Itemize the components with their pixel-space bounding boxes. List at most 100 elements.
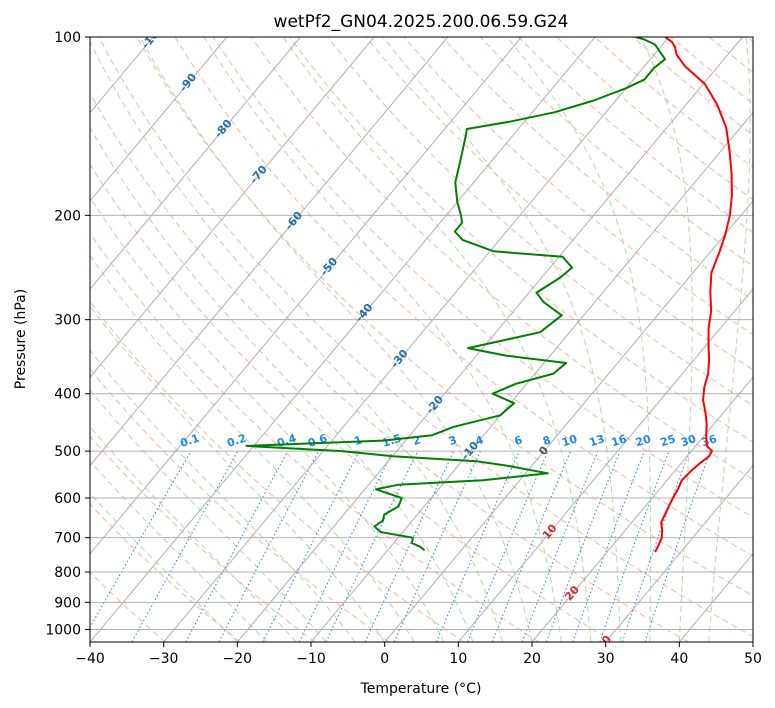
dry-adiabat-line (136, 37, 753, 597)
x-tick-label: −40 (75, 651, 105, 667)
isotherm-line (236, 37, 743, 642)
isotherm-line (90, 37, 228, 202)
mixing-ratio-value-label: 1.5 (381, 432, 404, 450)
x-tick-label: 30 (597, 651, 615, 667)
isotherm-line (0, 37, 6, 642)
mixing-ratio-value-label: 2 (411, 433, 422, 448)
dewpoint-profile-line (245, 37, 667, 551)
x-tick-label: 10 (449, 651, 467, 667)
moist-adiabat-line (90, 389, 327, 642)
x-tick-label: 40 (670, 651, 688, 667)
plot-area: -100-90-80-70-60-50-40-30-20-10 010203040… (0, 37, 753, 694)
plot-frame (89, 36, 754, 643)
x-tick-label: 50 (744, 651, 762, 667)
moist-adiabat-line (90, 40, 503, 642)
mixing-ratio-line (521, 450, 599, 642)
isotherm-line (90, 37, 449, 467)
dry-adiabat-line (90, 300, 465, 642)
mixing-ratio-line (218, 450, 320, 642)
isotherm-line (752, 641, 753, 642)
moist-adiabat-line (139, 37, 533, 642)
x-axis-ticks: −40 −30 −20 −10 0 10 20 30 40 50 (75, 642, 762, 667)
dry-adiabat-line (90, 503, 241, 642)
y-tick-label: 500 (54, 444, 81, 460)
mixing-ratio-line (90, 450, 192, 629)
mixing-ratio-line (621, 450, 690, 642)
isopleth-labels: -100-90-80-70-60-50-40-30-20-10 010203040… (139, 37, 719, 694)
isotherm-line (310, 111, 753, 642)
y-axis-label: Pressure (hPa) (13, 289, 29, 389)
mixing-ratio-line (393, 450, 481, 642)
dry-adiabat-line (708, 37, 753, 73)
dry-adiabat-line (90, 435, 316, 642)
isotherm-line (0, 37, 80, 642)
dry-adiabat-line (441, 37, 753, 301)
mixing-ratio-value-label: 0.1 (179, 432, 202, 450)
y-tick-label: 700 (54, 531, 81, 547)
chart-title: wetPf2_GN04.2025.200.06.59.G24 (274, 12, 569, 32)
mixing-ratio-line (435, 450, 520, 642)
mixing-ratio-lines (90, 450, 711, 642)
moist-adiabat-line (90, 126, 474, 642)
mixing-ratio-value-label: 25 (659, 432, 678, 449)
mixing-ratio-value-label: 4 (474, 433, 486, 448)
dry-adiabat-line (90, 232, 540, 642)
y-tick-label: 400 (54, 387, 81, 403)
mixing-ratio-line (644, 450, 711, 642)
mixing-ratio-value-label: 16 (610, 432, 629, 449)
temperature-profile-line (654, 37, 733, 553)
moist-adiabat-line (90, 305, 386, 642)
dry-adiabat-line (212, 37, 753, 518)
isotherm-value-label: 30 (594, 633, 614, 653)
dry-adiabat-line (90, 163, 614, 642)
y-tick-label: 100 (54, 30, 81, 46)
dry-adiabat-line (327, 37, 753, 407)
mixing-ratio-line (131, 450, 239, 642)
moist-adiabat-line (90, 254, 415, 642)
mixing-ratio-line (298, 450, 394, 642)
mixing-ratio-value-label: 8 (541, 433, 552, 448)
dry-adiabat-line (289, 37, 753, 443)
moist-adiabat-line (282, 37, 592, 642)
x-axis-label: Temperature (°C) (360, 681, 482, 697)
isotherms (0, 37, 753, 642)
y-tick-label: 200 (54, 208, 81, 224)
mixing-ratio-line (572, 450, 645, 642)
mixing-ratio-value-label: 30 (679, 432, 698, 449)
isotherm-line (90, 37, 522, 555)
moist-adiabat-line (203, 37, 562, 642)
y-tick-label: 800 (54, 565, 81, 581)
x-tick-label: −30 (149, 651, 179, 667)
moist-adiabat-line (90, 349, 356, 642)
mixing-ratio-value-label: 10 (560, 432, 579, 449)
moist-adiabat-line (640, 37, 693, 642)
mixing-ratio-value-label: 6 (513, 433, 525, 448)
mixing-ratio-line (467, 450, 549, 642)
dry-adiabat-line (746, 37, 753, 43)
dry-adiabat-line (250, 37, 753, 480)
isotherm-line (163, 37, 670, 642)
y-tick-label: 900 (54, 595, 81, 611)
mixing-ratio-line (185, 450, 289, 642)
mixing-ratio-line (599, 450, 670, 642)
mixing-ratio-line (262, 450, 360, 642)
dry-adiabat-line (90, 368, 390, 642)
y-tick-label: 1000 (45, 622, 81, 638)
moist-adiabat-line (708, 37, 751, 642)
mixing-ratio-line (545, 450, 621, 642)
dry-adiabat-line (556, 37, 753, 201)
isotherm-value-label: 40 (633, 674, 653, 694)
isotherm-line (90, 37, 596, 642)
x-tick-label: 20 (523, 651, 541, 667)
isotherm-line (90, 37, 301, 290)
x-tick-label: −10 (296, 651, 326, 667)
moist-adiabat-line (506, 37, 651, 642)
mixing-ratio-value-label: 13 (588, 432, 607, 449)
dry-adiabat-line (90, 92, 689, 642)
isotherm-line (90, 37, 375, 379)
dry-adiabat-line (90, 571, 166, 642)
sounding-series (245, 37, 733, 553)
dry-adiabat-line (365, 37, 753, 371)
mixing-ratio-value-label: 3 (447, 433, 458, 448)
dry-adiabat-line (174, 37, 753, 557)
